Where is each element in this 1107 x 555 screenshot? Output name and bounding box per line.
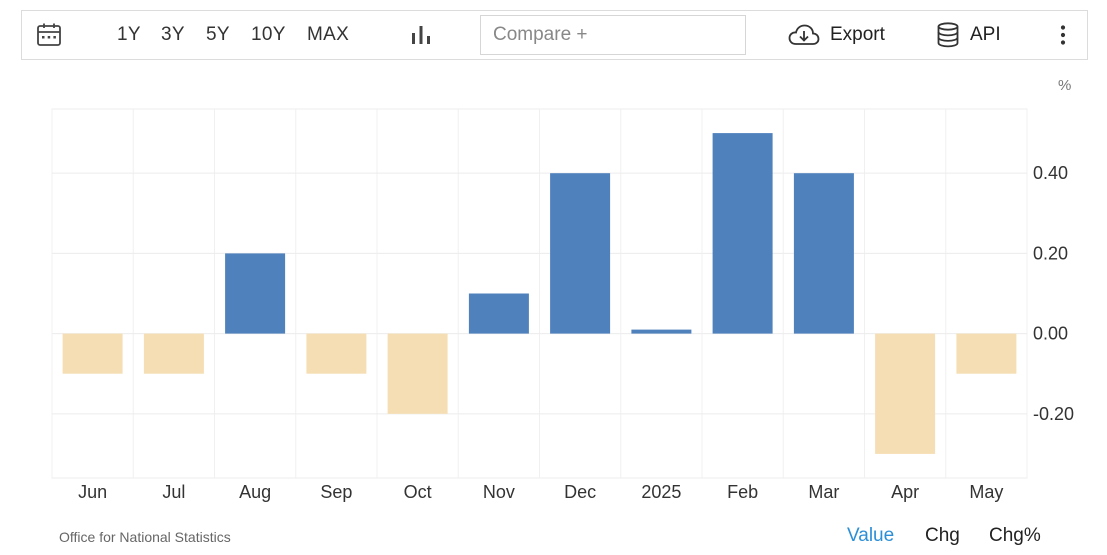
y-tick-label: 0.40 [1033, 163, 1068, 183]
x-axis-labels: Jun Jul Aug Sep Oct Nov Dec 2025 Feb Mar Apr May [78, 482, 1003, 502]
x-tick-label: Oct [404, 482, 432, 502]
compare-input[interactable] [480, 15, 746, 55]
cloud-download-icon [788, 24, 820, 45]
api-label: API [970, 24, 1001, 45]
bar-jun[interactable] [62, 333, 123, 374]
bar-dec[interactable] [550, 173, 611, 334]
range-3y-button[interactable]: 3Y [161, 24, 185, 45]
bar-oct[interactable] [387, 333, 448, 414]
bar-feb[interactable] [712, 133, 773, 334]
y-tick-label: 0.00 [1033, 324, 1068, 344]
x-tick-label: Nov [483, 482, 515, 502]
x-tick-label: Aug [239, 482, 271, 502]
bar-mar[interactable] [793, 173, 854, 334]
range-max-button[interactable]: MAX [307, 24, 350, 45]
database-icon [937, 22, 959, 48]
y-tick-label: -0.20 [1033, 404, 1074, 424]
more-vertical-icon[interactable] [1056, 11, 1070, 59]
grid-lines [51, 108, 1028, 479]
tab-chg-percent[interactable]: Chg% [989, 525, 1041, 546]
x-tick-label: 2025 [641, 482, 681, 502]
export-button[interactable]: Export [788, 11, 885, 59]
tab-value[interactable]: Value [847, 525, 895, 546]
x-tick-label: Jul [162, 482, 185, 502]
x-tick-label: Feb [727, 482, 758, 502]
y-axis-labels: -0.20 0.00 0.20 0.40 [1033, 163, 1074, 424]
x-tick-label: Jun [78, 482, 107, 502]
bar-apr[interactable] [875, 333, 936, 454]
x-tick-label: Dec [564, 482, 596, 502]
bar-chart-icon[interactable] [410, 11, 432, 59]
x-tick-label: Apr [891, 482, 919, 502]
x-tick-label: Mar [808, 482, 839, 502]
y-tick-label: 0.20 [1033, 243, 1068, 263]
y-axis-unit-label: % [1058, 77, 1071, 94]
x-tick-label: Sep [320, 482, 352, 502]
data-source: Office for National Statistics [59, 529, 231, 545]
bar-2025[interactable] [631, 329, 692, 334]
chart-area: Jun Jul Aug Sep Oct Nov Dec 2025 Feb Mar Apr May -0… [21, 62, 1088, 555]
bars [62, 133, 1017, 454]
chart-toolbar: 1Y 3Y 5Y 10Y MAX Export API [21, 10, 1088, 60]
export-label: Export [830, 24, 885, 45]
bar-may[interactable] [956, 333, 1017, 374]
bar-jul[interactable] [143, 333, 204, 374]
calendar-icon[interactable] [36, 11, 62, 59]
range-10y-button[interactable]: 10Y [251, 24, 286, 45]
bar-sep[interactable] [306, 333, 367, 374]
api-button[interactable]: API [936, 11, 1001, 59]
range-1y-button[interactable]: 1Y [117, 24, 141, 45]
bar-nov[interactable] [468, 293, 529, 334]
bar-chart: Jun Jul Aug Sep Oct Nov Dec 2025 Feb Mar Apr May -0… [51, 77, 1074, 502]
range-5y-button[interactable]: 5Y [206, 24, 230, 45]
tab-chg[interactable]: Chg [925, 525, 960, 546]
x-tick-label: May [969, 482, 1003, 502]
bar-aug[interactable] [225, 253, 286, 334]
